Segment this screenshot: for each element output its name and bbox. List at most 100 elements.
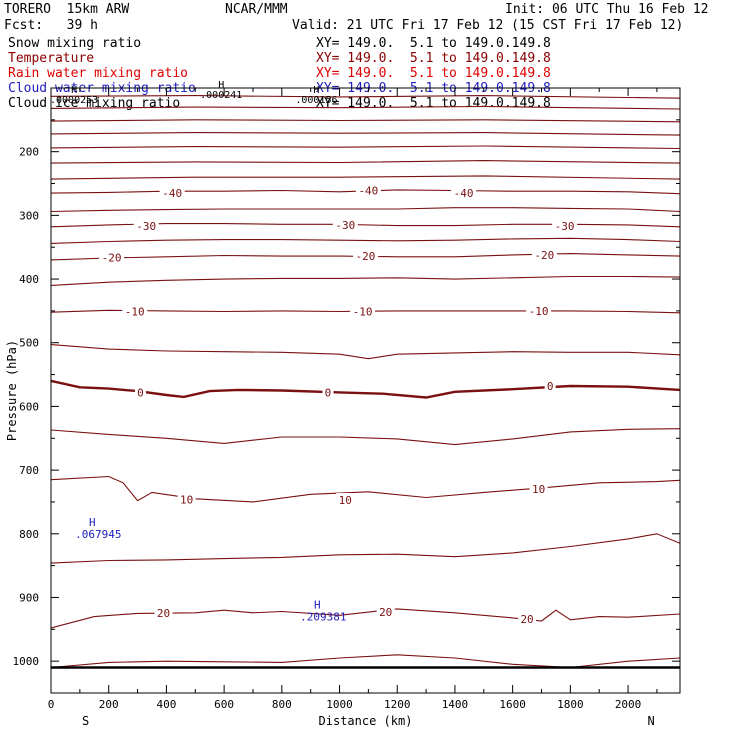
contour-label-bg: [552, 219, 578, 233]
x-tick-label: 400: [156, 698, 176, 711]
init-label: Init: 06 UTC Thu 16 Feb 12: [505, 2, 709, 17]
field-xy-rain: XY= 149.0. 5.1 to 149.0.149.8: [316, 66, 551, 81]
temperature-contour: [51, 608, 680, 629]
x-tick-label: 200: [99, 698, 119, 711]
y-tick-label: 400: [19, 273, 39, 286]
south-label: S: [82, 714, 89, 728]
contour-label: 10: [180, 493, 193, 506]
y-tick-label: 1000: [13, 655, 40, 668]
contour-label-bg: [177, 492, 196, 506]
extremum-mark: H: [314, 598, 321, 611]
max-value: .0000253: [50, 95, 98, 106]
contour-label: -40: [162, 187, 182, 200]
field-xy-snow: XY= 149.0. 5.1 to 149.0.149.8: [316, 36, 551, 51]
temperature-contour: [51, 237, 680, 244]
temperature-contour: [51, 175, 680, 180]
contour-label: -10: [353, 306, 373, 319]
max-value: .000241: [200, 90, 242, 101]
extremum-mark: H: [89, 516, 96, 529]
contour-label-bg: [350, 304, 376, 318]
contour-label: -10: [125, 306, 145, 319]
x-tick-label: 1800: [557, 698, 584, 711]
y-tick-label: 800: [19, 528, 39, 541]
max-mark: H: [71, 85, 77, 96]
x-tick-label: 1000: [326, 698, 353, 711]
north-label: N: [648, 714, 655, 728]
temperature-contour: [51, 160, 680, 164]
contour-label-bg: [518, 612, 537, 626]
extremum-value: .209381: [300, 610, 346, 623]
contour-label: 10: [532, 483, 545, 496]
contour-label: 10: [339, 494, 352, 507]
field-name-temperature: Temperature: [8, 51, 95, 66]
max-value: .000156: [295, 95, 337, 106]
contour-label-bg: [376, 605, 395, 619]
fcst-label: Fcst: 39 h: [4, 18, 98, 33]
contour-label: -40: [454, 187, 474, 200]
y-axis-label: Pressure (hPa): [5, 340, 19, 441]
temperature-contour: [51, 428, 680, 446]
y-tick-label: 900: [19, 591, 39, 604]
x-tick-label: 1200: [384, 698, 411, 711]
max-mark: H: [313, 85, 319, 96]
contour-label-bg: [544, 379, 556, 393]
contour-label-bg: [154, 605, 173, 619]
contour-label-bg: [159, 186, 185, 200]
temperature-contour: [51, 119, 680, 123]
y-tick-label: 500: [19, 337, 39, 350]
x-tick-label: 600: [214, 698, 234, 711]
temperature-contour: [51, 533, 680, 564]
temperature-contour: [51, 344, 680, 360]
temperature-contour: [51, 207, 680, 213]
contour-label: -20: [102, 251, 122, 264]
contour-label: -20: [356, 250, 376, 263]
contour-label: 20: [520, 613, 533, 626]
contour-label-bg: [451, 186, 477, 200]
x-tick-label: 2000: [615, 698, 642, 711]
extremum-value: .067945: [75, 528, 121, 541]
contour-label: -30: [555, 220, 575, 233]
contour-label: 20: [379, 606, 392, 619]
contour-label-bg: [353, 249, 378, 263]
contour-label: -10: [529, 305, 549, 318]
contour-label-bg: [133, 219, 159, 233]
y-tick-label: 700: [19, 464, 39, 477]
contour-label-bg: [122, 304, 148, 318]
contour-label: 0: [325, 386, 332, 399]
contour-label-bg: [336, 493, 355, 507]
field-name-snow: Snow mixing ratio: [8, 36, 142, 51]
temperature-contour: [51, 379, 680, 399]
field-xy-temperature: XY= 149.0. 5.1 to 149.0.149.8: [316, 51, 551, 66]
contour-label: -40: [358, 185, 378, 198]
contour-label: -20: [534, 249, 554, 262]
x-axis-label: Distance (km): [319, 714, 413, 728]
temperature-contour: [51, 145, 680, 150]
temperature-contour: [51, 95, 680, 99]
contour-label-bg: [531, 247, 557, 261]
contour-label: 0: [137, 386, 144, 399]
temperature-contour: [51, 105, 680, 110]
y-tick-label: 200: [19, 146, 39, 159]
contour-label: -30: [335, 219, 355, 232]
org-label: NCAR/MMM: [225, 2, 288, 17]
x-tick-label: 1600: [499, 698, 526, 711]
temperature-contour: [51, 275, 680, 286]
contour-label-bg: [99, 250, 125, 264]
contour-label: 20: [157, 607, 170, 620]
temperature-contour: [51, 132, 680, 136]
temperature-contour: [51, 654, 680, 669]
field-name-rain: Rain water mixing ratio: [8, 66, 189, 81]
max-mark: H: [218, 80, 224, 91]
temperature-contour: [51, 475, 680, 503]
contour-label-bg: [322, 385, 334, 399]
contour-label-bg: [355, 183, 381, 197]
contour-label: 0: [547, 380, 554, 393]
contour-label-bg: [134, 385, 146, 399]
x-tick-label: 800: [272, 698, 292, 711]
contour-label: -30: [136, 220, 156, 233]
contour-label-bg: [526, 303, 552, 317]
y-tick-label: 600: [19, 400, 39, 413]
plot-frame: [50, 87, 681, 694]
x-tick-label: 0: [48, 698, 55, 711]
